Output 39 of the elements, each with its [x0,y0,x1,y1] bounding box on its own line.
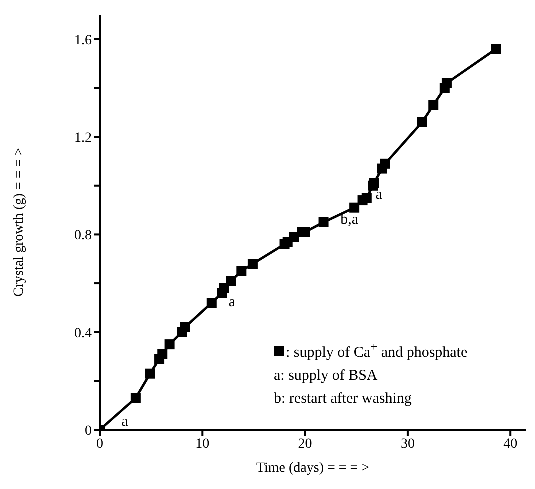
annotation: a [228,294,236,311]
point [130,393,141,404]
point [417,117,428,128]
point [180,322,190,332]
point [248,259,258,269]
y-tick-label: 0.8 [74,228,92,244]
point [206,298,217,308]
y-tick-label: 0 [85,424,92,439]
legend-label: : supply of Ca$^{+}$ and phosphate [286,339,468,363]
x-tick-label: 0 [96,436,104,452]
point [226,276,236,286]
annotation: a: supply of BSA [274,367,379,386]
point [158,349,168,360]
x-tick-label: 10 [196,436,210,452]
point [350,202,360,213]
annotation: a [122,414,129,430]
point [236,266,247,276]
annotation: a [376,187,383,204]
x-axis-title: Time (days) = = = > [256,461,370,476]
point [369,178,380,188]
point [491,44,502,54]
point [300,227,310,238]
y-tick-label: 1.6 [74,33,92,48]
y-tick-label: 1.2 [74,131,92,146]
x-tick-label: 40 [504,436,518,452]
x-tick-label: 20 [298,436,312,452]
point [362,193,372,204]
annotation: b: restart after washing [274,390,413,409]
y-tick-label: 0.4 [74,326,92,342]
point [318,218,329,228]
annotation: b,a [340,212,359,228]
x-tick-label: 30 [400,436,415,452]
point [145,368,156,379]
point [442,78,452,88]
point [380,158,390,169]
y-axis-title: Crystal growth (g) = = = > [12,148,27,298]
point [219,283,230,294]
point [164,340,175,350]
point [428,100,439,110]
